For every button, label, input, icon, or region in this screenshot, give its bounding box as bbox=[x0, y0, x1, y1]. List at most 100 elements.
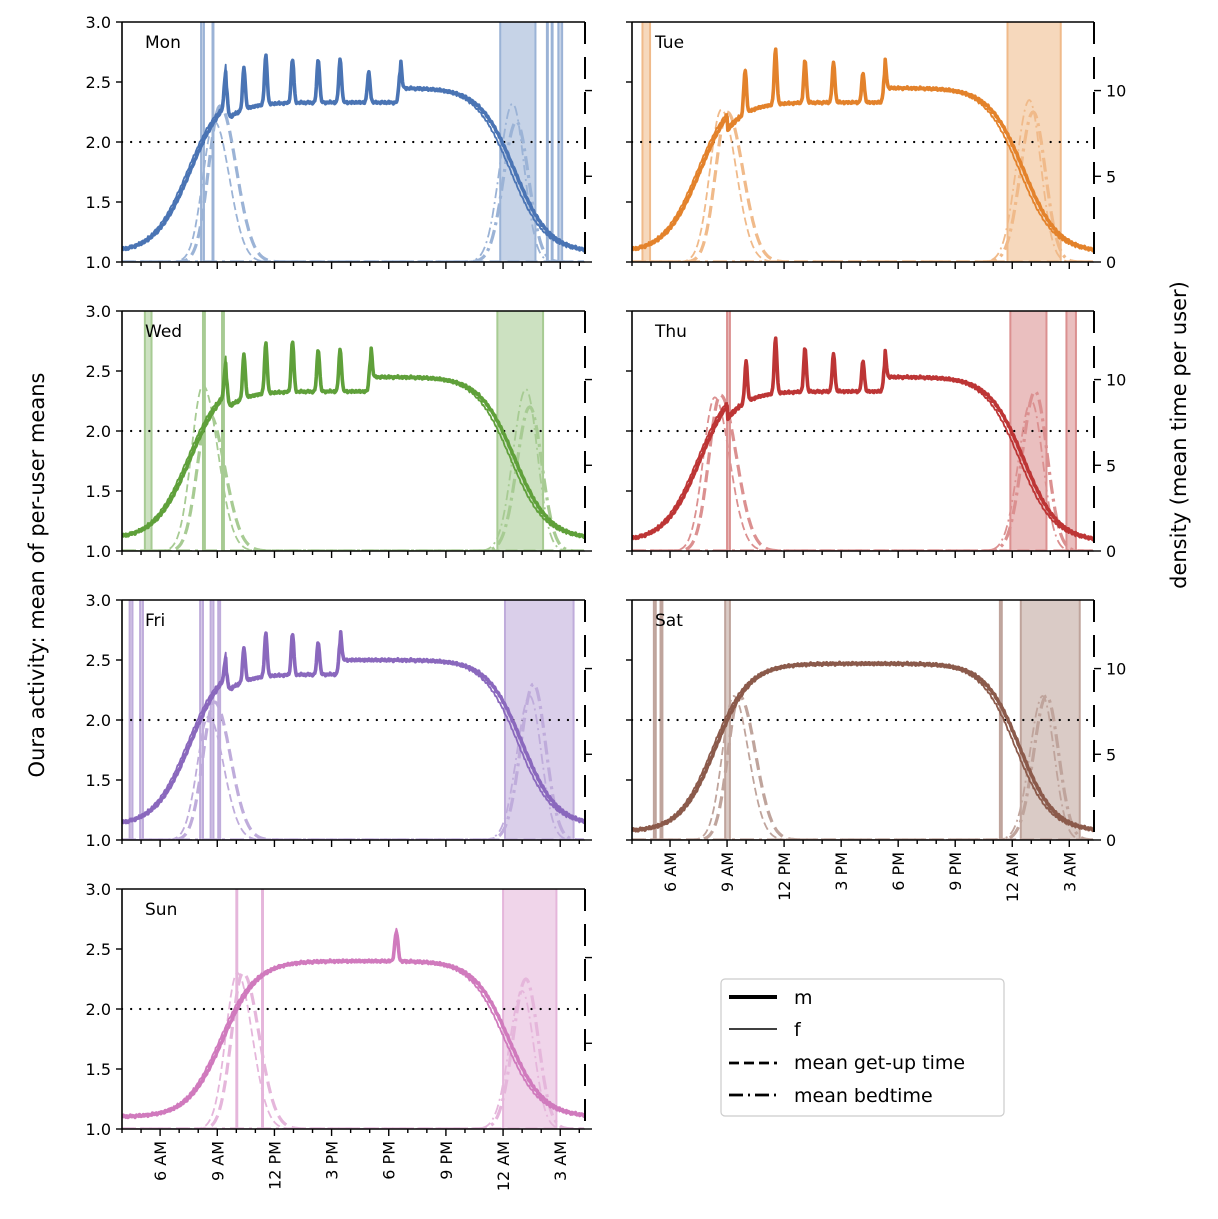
right-tick-label: 0 bbox=[1106, 831, 1116, 850]
legend-label-getup: mean get-up time bbox=[794, 1052, 965, 1074]
panel-title: Thu bbox=[654, 322, 687, 342]
panel-sat: Sat 0 5 10 6 AM 9 AM 12 PM 3 PM 6 PM 9 PM 12 AM 3 A… bbox=[626, 599, 1126, 902]
bedtime-density-f bbox=[632, 400, 1093, 551]
y-tick-label: 1.5 bbox=[86, 1060, 111, 1079]
panel-title: Tue bbox=[654, 33, 684, 53]
x-tick-label: 6 PM bbox=[380, 1141, 399, 1180]
getup-density-f bbox=[632, 396, 1093, 551]
x-tick-label: 6 AM bbox=[151, 1141, 170, 1181]
y-tick-label: 1.5 bbox=[86, 193, 111, 212]
y-tick-label: 2.0 bbox=[86, 133, 111, 152]
right-axis-label: density (mean time per user) bbox=[1167, 281, 1191, 589]
x-tick-label: 3 AM bbox=[551, 1141, 570, 1181]
x-tick-label: 12 AM bbox=[1003, 852, 1022, 902]
time-band bbox=[642, 22, 651, 262]
time-band bbox=[144, 311, 152, 551]
right-tick-label: 5 bbox=[1106, 456, 1116, 475]
panel-title: Fri bbox=[145, 611, 165, 631]
plot-area bbox=[122, 22, 585, 262]
bedtime-density-m bbox=[632, 694, 1093, 840]
time-band bbox=[727, 311, 730, 551]
y-tick-label: 3.0 bbox=[86, 591, 111, 610]
y-tick-label: 2.0 bbox=[86, 1000, 111, 1019]
bedtime-density-f bbox=[122, 387, 584, 551]
x-tick-label: 6 AM bbox=[661, 852, 680, 892]
y-tick-label: 2.5 bbox=[86, 940, 111, 959]
activity-line-m bbox=[632, 336, 1094, 542]
panel-sun: Sun 1.0 1.5 2.0 2.5 3.0 6 AM 9 AM 12 PM 3 PM 6 PM 9… bbox=[86, 880, 592, 1191]
y-tick-label: 1.5 bbox=[86, 771, 111, 790]
right-tick-label: 0 bbox=[1106, 542, 1116, 561]
right-tick-label: 10 bbox=[1106, 371, 1126, 390]
time-band bbox=[140, 600, 143, 840]
getup-density-m bbox=[632, 393, 1093, 551]
panel-mon: Mon 1.0 1.5 2.0 2.5 3.0 bbox=[86, 13, 592, 272]
bedtime-density-f bbox=[122, 695, 584, 840]
activity-line-m bbox=[122, 340, 585, 539]
legend-label-m: m bbox=[794, 987, 813, 1009]
left-axis-label: Oura activity: mean of per-user means bbox=[25, 373, 49, 778]
time-band bbox=[500, 22, 536, 262]
right-tick-label: 5 bbox=[1106, 745, 1116, 764]
panel-title: Sun bbox=[145, 900, 177, 920]
x-tick-label: 6 PM bbox=[889, 852, 908, 891]
activity-line-m bbox=[632, 47, 1094, 253]
getup-density-m bbox=[632, 694, 1093, 840]
legend: m f mean get-up time mean bedtime bbox=[720, 978, 1005, 1117]
y-tick-label: 3.0 bbox=[86, 302, 111, 321]
panel-thu: Thu 0 5 10 bbox=[626, 310, 1126, 561]
bedtime-density-f bbox=[122, 102, 584, 262]
activity-line-m bbox=[122, 930, 585, 1120]
y-tick-label: 2.0 bbox=[86, 422, 111, 441]
y-tick-label: 2.5 bbox=[86, 362, 111, 381]
y-tick-label: 1.0 bbox=[86, 542, 111, 561]
right-tick-label: 10 bbox=[1106, 660, 1126, 679]
x-tick-label: 12 PM bbox=[775, 852, 794, 901]
plot-area bbox=[122, 600, 585, 840]
activity-line-m bbox=[122, 53, 585, 253]
x-tick-label: 9 PM bbox=[946, 852, 965, 891]
x-tick-label: 3 PM bbox=[323, 1141, 342, 1180]
plot-area bbox=[632, 600, 1094, 840]
right-tick-label: 5 bbox=[1106, 167, 1116, 186]
time-band bbox=[1066, 311, 1076, 551]
bedtime-density-f bbox=[122, 990, 584, 1129]
plot-area bbox=[122, 311, 585, 551]
time-band bbox=[504, 600, 574, 840]
y-tick-label: 1.0 bbox=[86, 831, 111, 850]
y-tick-label: 2.5 bbox=[86, 651, 111, 670]
right-tick-label: 0 bbox=[1106, 253, 1116, 272]
activity-line-m bbox=[122, 630, 585, 825]
legend-label-bedtime: mean bedtime bbox=[794, 1085, 933, 1107]
y-tick-label: 2.5 bbox=[86, 73, 111, 92]
panel-wed: Wed 1.0 1.5 2.0 2.5 3.0 bbox=[86, 302, 592, 561]
legend-box bbox=[720, 978, 1005, 1117]
panel-tue: Tue 0 5 10 bbox=[626, 21, 1126, 272]
getup-density-m bbox=[122, 411, 584, 551]
plot-area bbox=[632, 311, 1094, 551]
y-tick-label: 3.0 bbox=[86, 880, 111, 899]
x-tick-label: 9 AM bbox=[718, 852, 737, 892]
plot-area bbox=[122, 889, 585, 1129]
x-tick-label: 12 AM bbox=[494, 1141, 513, 1191]
x-tick-label: 12 PM bbox=[265, 1141, 284, 1190]
panel-title: Sat bbox=[655, 611, 683, 631]
panel-title: Wed bbox=[145, 322, 182, 342]
time-band bbox=[503, 889, 557, 1129]
time-band bbox=[558, 22, 563, 262]
panel-fri: Fri 1.0 1.5 2.0 2.5 3.0 bbox=[86, 591, 592, 850]
getup-density-m bbox=[122, 700, 584, 840]
y-tick-label: 2.0 bbox=[86, 711, 111, 730]
x-tick-label: 9 AM bbox=[208, 1141, 227, 1181]
y-tick-label: 1.0 bbox=[86, 253, 111, 272]
x-tick-label: 3 PM bbox=[832, 852, 851, 891]
activity-line-m bbox=[632, 660, 1094, 833]
y-tick-label: 3.0 bbox=[86, 13, 111, 32]
panel-title: Mon bbox=[145, 33, 181, 53]
plot-area bbox=[632, 22, 1094, 262]
y-tick-label: 1.0 bbox=[86, 1120, 111, 1139]
legend-label-f: f bbox=[794, 1019, 802, 1041]
x-tick-label: 3 AM bbox=[1060, 852, 1079, 892]
right-tick-label: 10 bbox=[1106, 82, 1126, 101]
